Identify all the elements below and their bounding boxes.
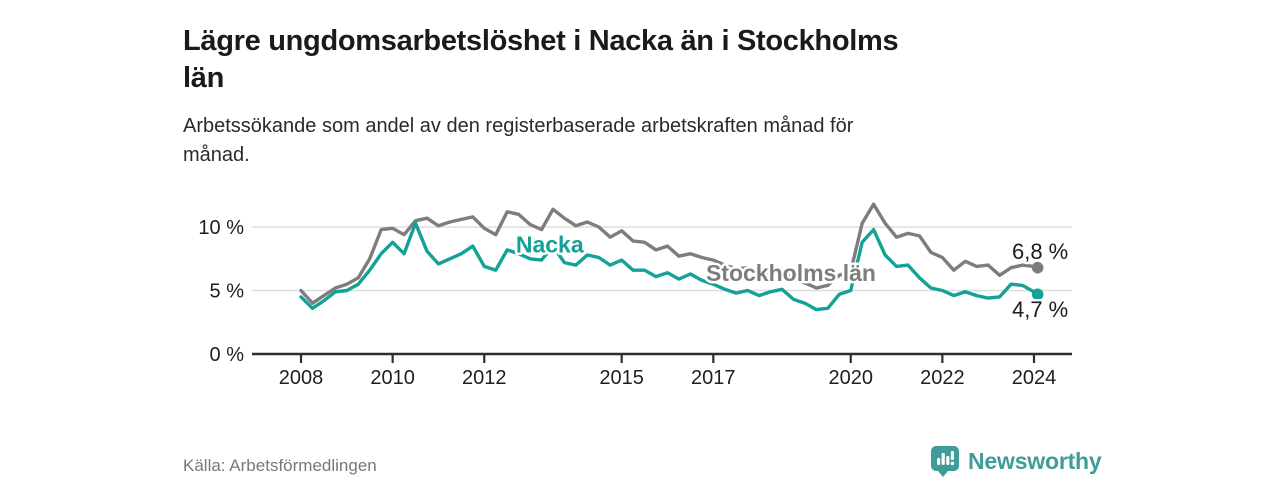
newsworthy-logo-icon xyxy=(931,446,959,477)
annotation-label: Stockholms län xyxy=(706,260,876,286)
bar-chart-glyph xyxy=(937,451,955,466)
x-tick-label: 2017 xyxy=(691,367,736,389)
x-tick-label: 2015 xyxy=(599,367,644,389)
chart-subtitle: Arbetssökande som andel av den registerb… xyxy=(183,115,854,166)
chart-svg: 2008 2010 2012 2015 2017 2020 2022 2024 0 % 5 % 10… xyxy=(198,202,1072,389)
newsworthy-wordmark: Newsworthy xyxy=(968,447,1102,474)
x-tick-label: 2012 xyxy=(462,367,507,389)
end-dot-nacka xyxy=(1031,288,1044,301)
x-tick-label: 2010 xyxy=(370,367,415,389)
annotation-label: 6,8 % xyxy=(1012,239,1068,264)
annotation-label: 4,7 % xyxy=(1012,297,1068,322)
chart-line-stockholms-l-n xyxy=(299,202,1040,305)
newsworthy-logo[interactable]: Newsworthy xyxy=(930,445,1102,477)
y-tick-label: 5 % xyxy=(210,281,245,303)
line-chart: 2008 2010 2012 2015 2017 2020 2022 2024 0 % 5 % 10… xyxy=(180,182,1110,394)
x-tick-label: 2020 xyxy=(828,367,873,389)
chart-title: Lägre ungdomsarbetslöshet i Nacka än i S… xyxy=(183,25,899,95)
speech-bubble-shape xyxy=(931,446,959,477)
x-tick-label: 2024 xyxy=(1012,367,1057,389)
end-dot-stockholms-l-n xyxy=(1031,261,1044,274)
y-tick-label: 0 % xyxy=(210,344,245,366)
x-tick-label: 2022 xyxy=(920,367,965,389)
annotation-label: Nacka xyxy=(516,231,584,257)
chart-line-nacka xyxy=(299,221,1040,312)
y-tick-label: 10 % xyxy=(198,217,244,239)
source-note: Källa: Arbetsförmedlingen xyxy=(183,456,377,475)
x-tick-label: 2008 xyxy=(279,367,324,389)
